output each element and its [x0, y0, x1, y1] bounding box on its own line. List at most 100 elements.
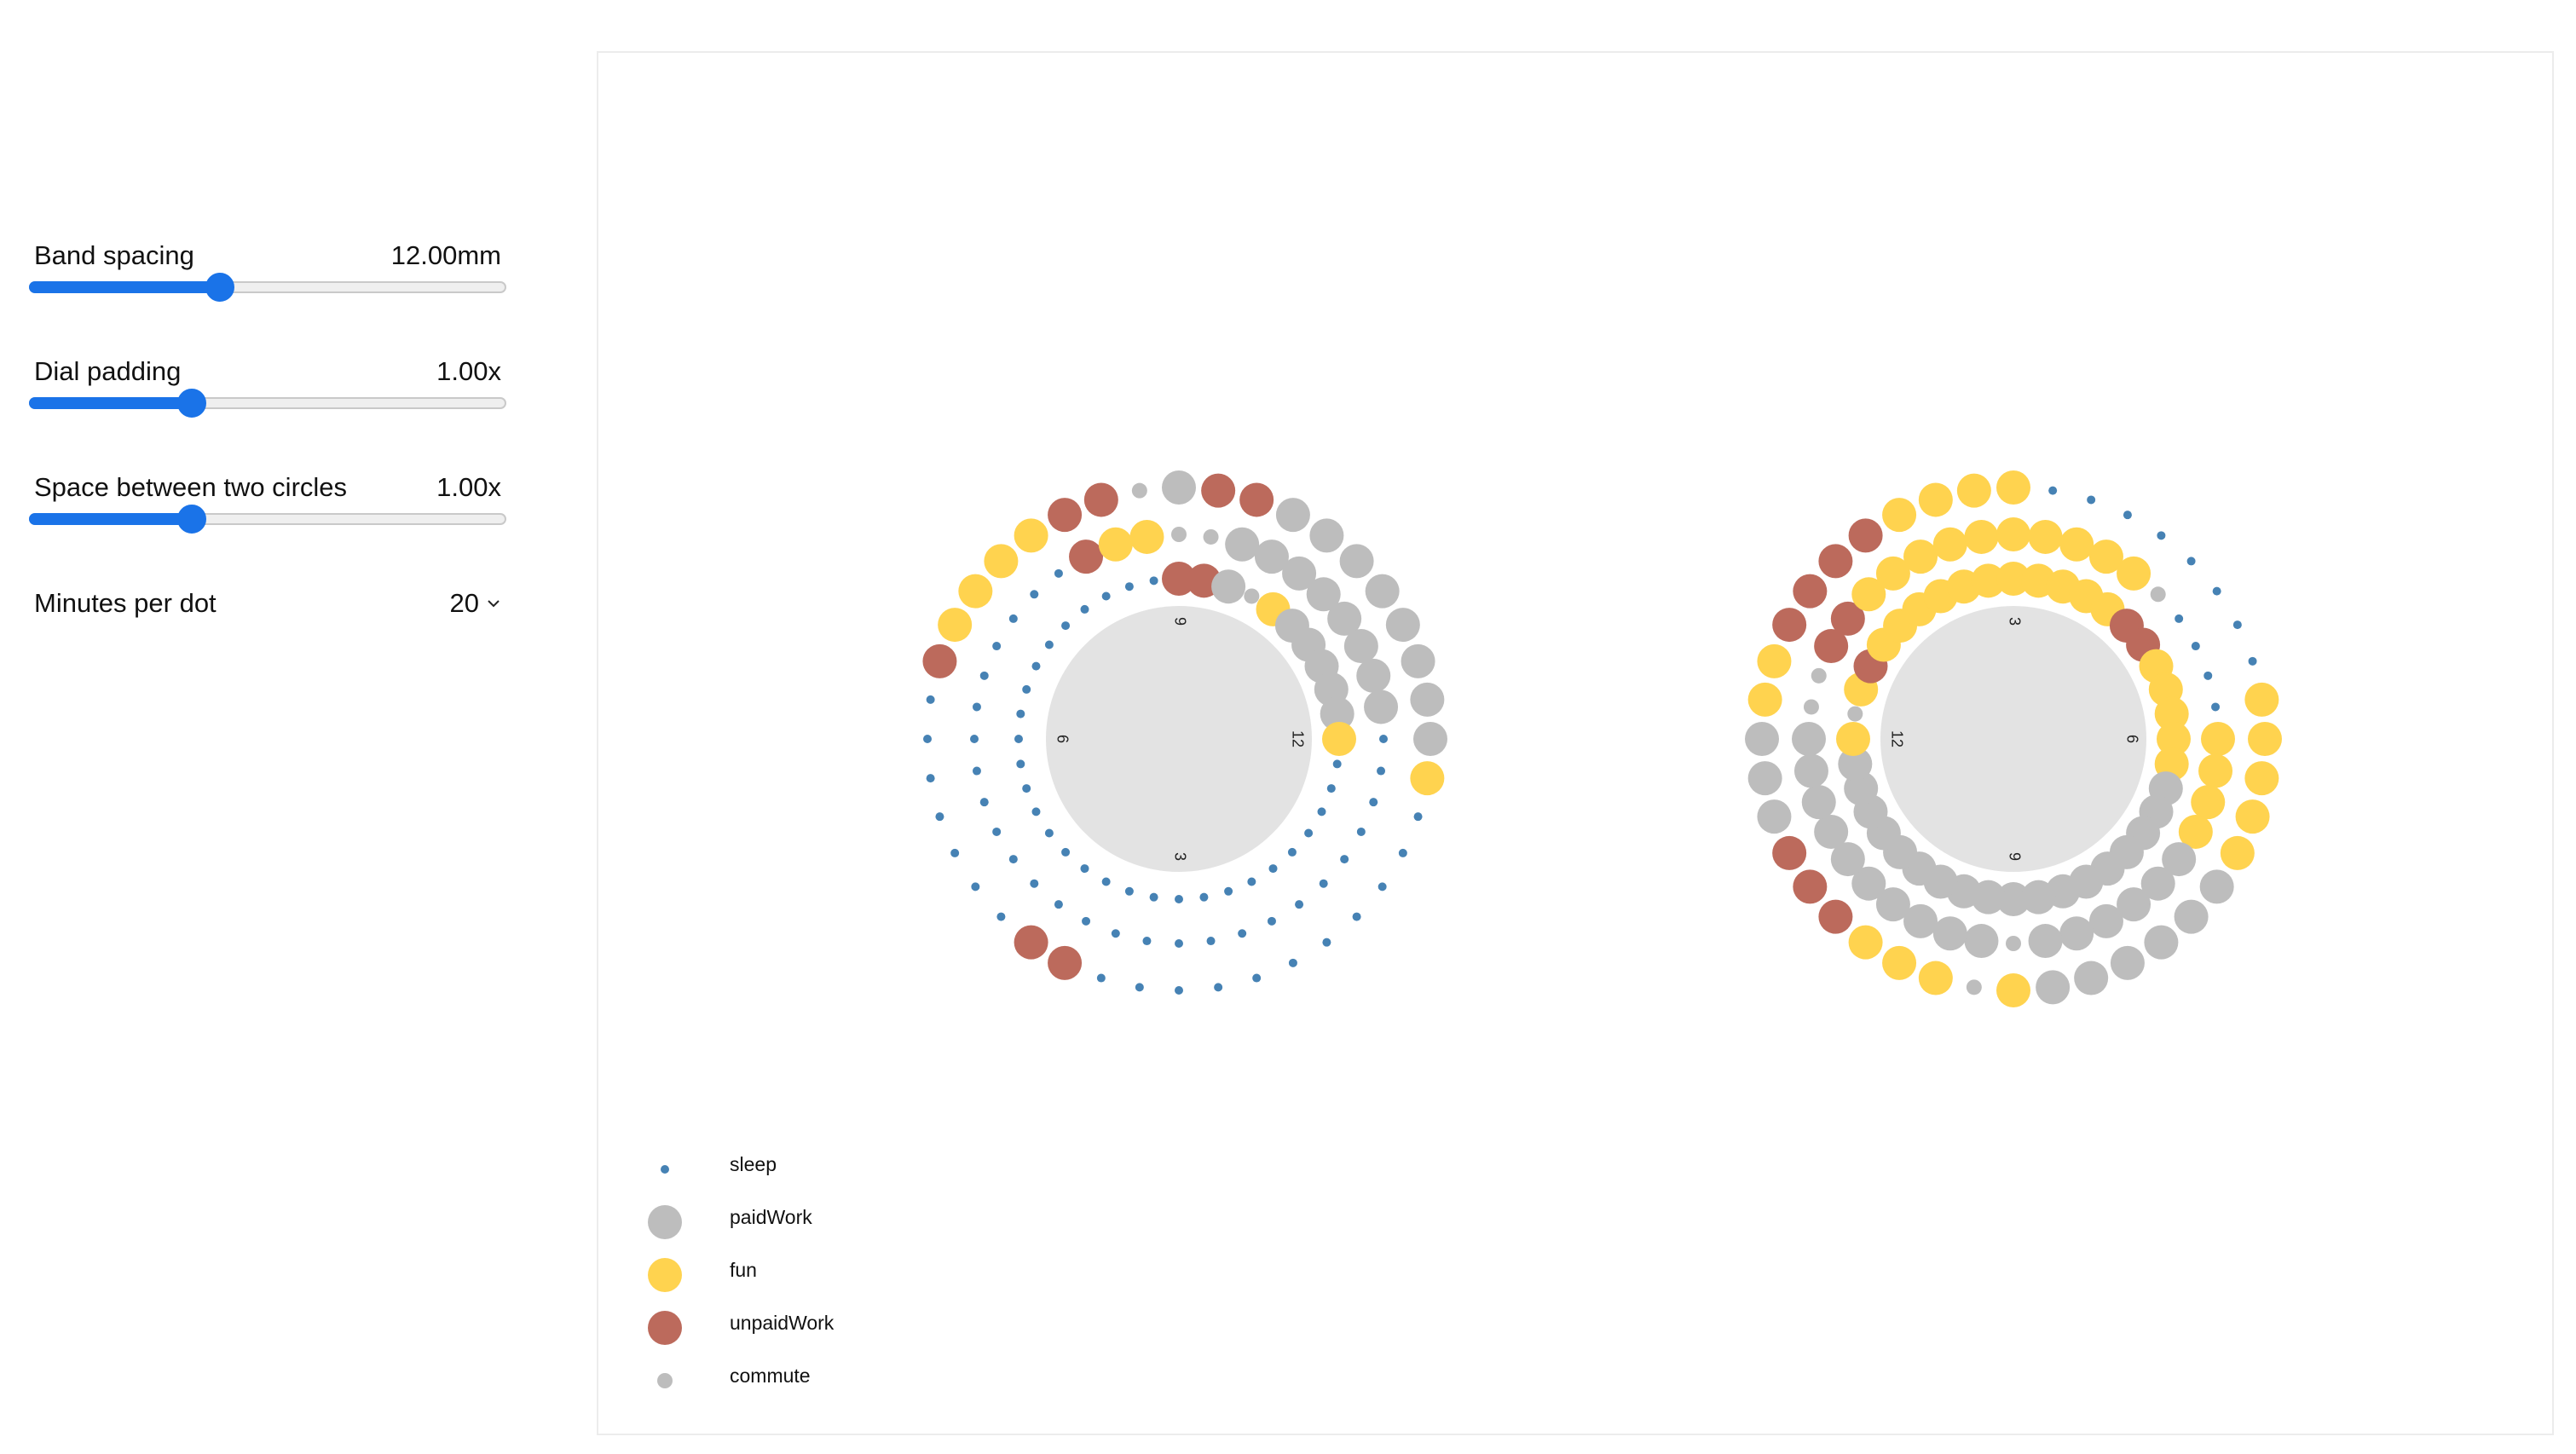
dial-padding-slider[interactable]: [29, 389, 506, 418]
space-between-slider-fill: [29, 513, 193, 525]
activity-dot-fun: [1014, 518, 1048, 553]
activity-dot-sleep: [1014, 735, 1023, 743]
activity-dot-paidWork: [1792, 722, 1826, 756]
activity-dot-paidWork: [1875, 887, 1910, 922]
legend: sleep paidWork fun unpaidWork commute: [648, 1153, 835, 1388]
activity-dot-fun: [1322, 722, 1356, 756]
activity-dot-sleep: [1247, 877, 1256, 886]
activity-dot-commute: [2150, 586, 2166, 603]
space-between-value: 1.00x: [436, 472, 501, 502]
legend-label: commute: [730, 1365, 811, 1387]
activity-dot-sleep: [1288, 958, 1297, 967]
activity-dot-commute: [1203, 528, 1219, 545]
activity-dot-fun: [1903, 539, 1938, 574]
activity-dot-paidWork: [1309, 518, 1344, 553]
activity-dot-paidWork: [2088, 903, 2123, 938]
activity-dot-paidWork: [1793, 753, 1828, 788]
activity-dot-fun: [2178, 814, 2213, 849]
activity-dot-unpaidWork: [1818, 899, 1853, 934]
band-spacing-label: Band spacing: [34, 240, 194, 270]
activity-dot-fun: [2198, 753, 2233, 788]
activity-dot-sleep: [1340, 855, 1349, 864]
activity-dot-sleep: [1317, 807, 1326, 816]
activity-dot-sleep: [1224, 886, 1233, 896]
activity-dot-fun: [1918, 482, 1953, 517]
minutes-per-dot-select[interactable]: 20: [450, 588, 501, 619]
activity-dot-fun: [2059, 527, 2094, 562]
activity-dot-paidWork: [1339, 544, 1374, 579]
activity-dot-paidWork: [2074, 961, 2109, 995]
activity-dot-sleep: [972, 766, 981, 776]
band-spacing-slider[interactable]: [29, 273, 506, 302]
activity-dot-sleep: [1379, 735, 1388, 743]
activity-dot-sleep: [1295, 900, 1304, 909]
activity-dot-fun: [1996, 517, 2030, 551]
activity-dot-sleep: [935, 812, 944, 822]
dial-padding-value: 1.00x: [436, 356, 501, 386]
activity-dot-commute: [1244, 588, 1260, 604]
activity-dot-sleep: [2123, 511, 2132, 520]
activity-dot-fun: [938, 608, 973, 643]
activity-dot-sleep: [1142, 937, 1152, 946]
activity-dot-sleep: [1199, 892, 1209, 902]
activity-dot-paidWork: [1327, 601, 1362, 636]
activity-dot-sleep: [2048, 486, 2058, 495]
activity-dot-fun: [2191, 785, 2226, 820]
activity-dot-fun: [1956, 473, 1991, 508]
activity-dot-paidWork: [1838, 747, 1873, 782]
activity-dot-fun: [1918, 961, 1953, 995]
dial-padding-label: Dial padding: [34, 356, 182, 386]
activity-dot-sleep: [979, 798, 989, 807]
activity-dot-sleep: [926, 695, 935, 704]
activity-dot-fun: [1964, 519, 1999, 554]
activity-dot-sleep: [996, 912, 1006, 921]
activity-dot-sleep: [1356, 827, 1366, 836]
activity-dot-unpaidWork: [1239, 482, 1274, 517]
activity-dot-fun: [1996, 973, 2030, 1007]
minutes-per-dot-value: 20: [449, 588, 479, 618]
activity-dot-sleep: [1378, 882, 1387, 891]
band-spacing-slider-fill: [29, 281, 221, 293]
activity-dot-paidWork: [2110, 945, 2145, 980]
activity-dot-fun: [1836, 722, 1870, 756]
legend-swatch-unpaidWork: [648, 1311, 682, 1345]
activity-dot-sleep: [1175, 895, 1183, 903]
activity-dot-sleep: [2203, 671, 2213, 680]
activity-dot-paidWork: [1903, 903, 1938, 938]
activity-dot-sleep: [1398, 848, 1407, 857]
activity-dot-paidWork: [1745, 722, 1779, 756]
activity-dot-fun: [2244, 761, 2279, 796]
space-between-slider-thumb[interactable]: [177, 505, 207, 534]
space-between-slider[interactable]: [29, 505, 506, 534]
activity-dot-sleep: [970, 735, 979, 743]
activity-dot-unpaidWork: [1818, 544, 1853, 579]
legend-label: paidWork: [730, 1206, 812, 1228]
band-spacing-slider-thumb[interactable]: [205, 273, 235, 302]
activity-dot-paidWork: [1401, 643, 1435, 678]
activity-dot-fun: [1129, 519, 1164, 554]
activity-dot-paidWork: [1413, 722, 1447, 756]
legend-swatch-paidWork: [648, 1205, 682, 1239]
activity-dot-sleep: [2157, 531, 2166, 540]
activity-dot-paidWork: [1282, 556, 1317, 591]
activity-dot-commute: [1811, 667, 1827, 684]
chart-panel: 9 12 3 6 3 6 9 12 sleep paidWork fun unpaidWork com…: [597, 51, 2554, 1435]
dial-padding-slider-thumb[interactable]: [177, 389, 207, 418]
activity-dot-unpaidWork: [1083, 482, 1118, 517]
activity-dot-sleep: [2211, 702, 2221, 712]
activity-dot-unpaidWork: [1830, 601, 1865, 636]
legend-label: fun: [730, 1259, 757, 1281]
activity-dot-unpaidWork: [1162, 562, 1196, 596]
activity-dot-sleep: [1016, 709, 1025, 718]
activity-dot-sleep: [1252, 973, 1262, 983]
activity-dot-fun: [984, 544, 1019, 579]
activity-dot-commute: [1171, 527, 1187, 542]
legend-swatch-commute: [657, 1373, 673, 1388]
activity-dot-commute: [1966, 979, 1982, 995]
activity-dot-sleep: [2232, 620, 2242, 630]
activity-dot-fun: [958, 574, 993, 609]
space-between-label: Space between two circles: [34, 472, 348, 502]
legend-label: unpaidWork: [730, 1312, 835, 1334]
activity-dot-sleep: [1080, 864, 1089, 874]
activity-dot-paidWork: [2021, 880, 2056, 915]
